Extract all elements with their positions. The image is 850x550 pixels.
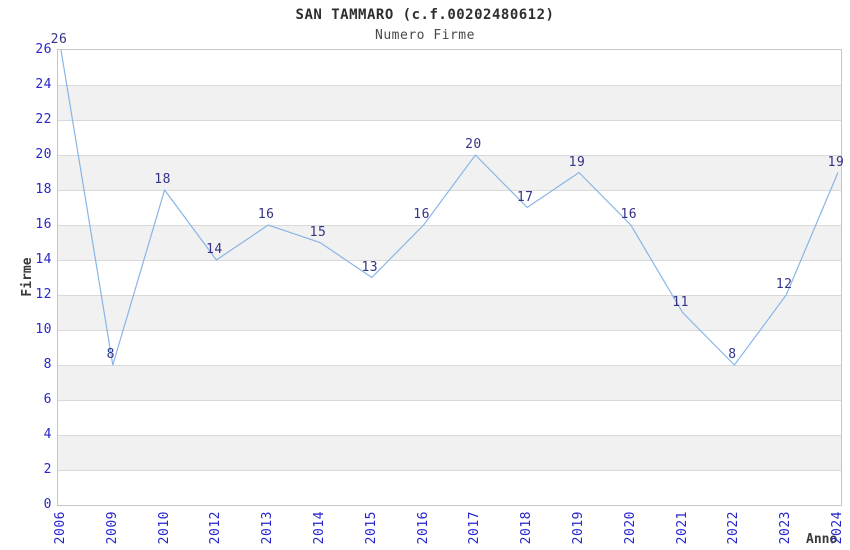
x-tick-text: 2016 — [415, 511, 431, 545]
plot-area: 26 8 18 14 16 15 13 16 20 17 19 16 11 8 12 19 — [51, 33, 844, 506]
point-label: 19 — [827, 154, 845, 170]
gridline — [58, 399, 841, 401]
x-tick-label: 2009 — [104, 511, 120, 550]
y-tick-label: 24 — [35, 77, 52, 92]
x-tick-label: 2023 — [778, 511, 794, 550]
y-tick-label: 14 — [35, 252, 52, 267]
background-band — [58, 365, 841, 400]
gridline — [58, 294, 841, 296]
point-label: 16 — [257, 207, 275, 222]
y-tick-label: 0 — [43, 497, 52, 512]
point-label: 8 — [106, 347, 115, 362]
x-tick-text: 2024 — [830, 511, 845, 545]
point-label: 19 — [568, 154, 586, 170]
gridline — [58, 259, 841, 261]
gridline — [58, 154, 841, 156]
gridline — [58, 84, 841, 86]
gridline — [58, 364, 841, 366]
point-label: 15 — [309, 224, 327, 240]
x-tick-label: 2010 — [156, 511, 172, 550]
point-label: 14 — [206, 242, 223, 257]
x-tick-label: 2016 — [415, 511, 431, 550]
y-tick-label: 16 — [35, 217, 52, 232]
point-label: 12 — [775, 277, 793, 292]
x-tick-text: 2012 — [208, 511, 224, 545]
y-tick-label: 18 — [35, 182, 52, 197]
gridline — [58, 469, 841, 471]
x-tick-text: 2017 — [467, 511, 483, 545]
x-tick-text: 2020 — [622, 511, 638, 545]
point-label: 8 — [728, 347, 737, 362]
y-tick-label: 22 — [35, 112, 52, 127]
point-label: 16 — [413, 207, 430, 222]
y-tick-label: 8 — [43, 357, 52, 372]
series-line — [60, 49, 839, 366]
x-tick-text: 2014 — [312, 511, 327, 545]
x-tick-label: 2020 — [622, 511, 638, 550]
x-axis-title: Anno — [806, 532, 838, 547]
x-tick-text: 2013 — [260, 511, 276, 545]
y-tick-label: 12 — [35, 287, 52, 302]
x-tick-text: 2018 — [519, 511, 535, 545]
y-tick-label: 2 — [43, 462, 52, 477]
x-tick-text: 2006 — [53, 511, 68, 545]
y-tick-label: 26 — [35, 42, 52, 57]
chart-subtitle: Numero Firme — [375, 28, 475, 43]
x-tick-label: 2013 — [260, 511, 276, 550]
background-band — [58, 435, 841, 470]
series-svg — [60, 49, 839, 366]
gridline — [58, 434, 841, 436]
point-label: 20 — [465, 137, 482, 152]
gridline — [58, 329, 841, 331]
x-tick-label: 2006 — [53, 511, 68, 550]
x-tick-label: 2012 — [208, 511, 224, 550]
x-tick-label: 2017 — [467, 511, 483, 550]
x-tick-text: 2009 — [104, 511, 120, 545]
x-tick-label: 2018 — [519, 511, 535, 550]
x-tick-text: 2010 — [156, 511, 172, 545]
x-tick-text: 2019 — [571, 511, 586, 545]
y-tick-label: 10 — [35, 322, 52, 337]
point-label: 11 — [672, 294, 689, 310]
x-tick-text: 2022 — [726, 511, 742, 545]
x-tick-label: 2015 — [363, 511, 379, 550]
y-tick-label: 6 — [43, 392, 52, 407]
background-band — [58, 155, 841, 190]
point-label: 13 — [361, 259, 379, 275]
x-tick-label: 2024 — [830, 511, 845, 550]
x-tick-label: 2019 — [571, 511, 586, 550]
gridline — [58, 224, 841, 226]
gridline — [58, 119, 841, 121]
point-label: 26 — [50, 32, 68, 47]
point-label: 16 — [620, 207, 638, 222]
point-label: 18 — [154, 172, 171, 187]
x-tick-label: 2022 — [726, 511, 742, 550]
background-band — [58, 85, 841, 120]
x-tick-text: 2015 — [363, 511, 379, 545]
x-tick-text: 2021 — [674, 511, 690, 545]
background-band — [58, 295, 841, 330]
x-tick-text: 2023 — [778, 511, 794, 545]
y-tick-label: 4 — [43, 427, 52, 442]
x-tick-label: 2014 — [312, 511, 327, 550]
x-tick-label: 2021 — [674, 511, 690, 550]
point-label: 17 — [516, 189, 534, 205]
background-band — [58, 225, 841, 260]
chart-title: SAN TAMMARO (c.f.00202480612) — [295, 7, 555, 23]
y-tick-label: 20 — [35, 147, 52, 162]
